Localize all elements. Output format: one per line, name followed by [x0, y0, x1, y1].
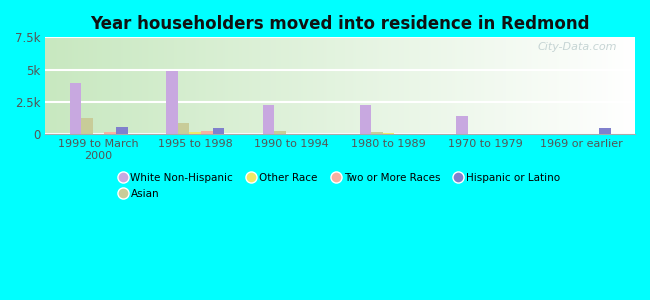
Bar — [70, 83, 81, 134]
Bar — [201, 130, 213, 134]
Bar — [263, 105, 274, 134]
Bar — [166, 71, 178, 134]
Bar — [383, 133, 395, 134]
Text: City-Data.com: City-Data.com — [538, 42, 618, 52]
Bar — [189, 132, 201, 134]
Bar — [371, 132, 383, 134]
Bar — [166, 71, 178, 134]
Legend: White Non-Hispanic, Asian, Other Race, Two or More Races, Hispanic or Latino: White Non-Hispanic, Asian, Other Race, T… — [116, 169, 564, 203]
Bar — [70, 83, 81, 134]
Bar — [456, 116, 468, 134]
Bar — [178, 123, 189, 134]
Bar — [116, 127, 127, 134]
Bar — [359, 105, 371, 134]
Bar — [599, 128, 611, 134]
Bar — [213, 128, 224, 134]
Bar — [456, 116, 468, 134]
Bar — [105, 132, 116, 134]
Bar — [81, 118, 93, 134]
Bar — [383, 133, 395, 134]
Bar — [371, 132, 383, 134]
Bar — [189, 132, 201, 134]
Bar — [274, 130, 286, 134]
Bar — [116, 127, 127, 134]
Bar — [359, 105, 371, 134]
Bar — [213, 128, 224, 134]
Bar — [599, 128, 611, 134]
Bar — [201, 130, 213, 134]
Bar — [274, 130, 286, 134]
Title: Year householders moved into residence in Redmond: Year householders moved into residence i… — [90, 15, 590, 33]
Bar — [178, 123, 189, 134]
Bar — [105, 132, 116, 134]
Bar — [81, 118, 93, 134]
Bar — [263, 105, 274, 134]
